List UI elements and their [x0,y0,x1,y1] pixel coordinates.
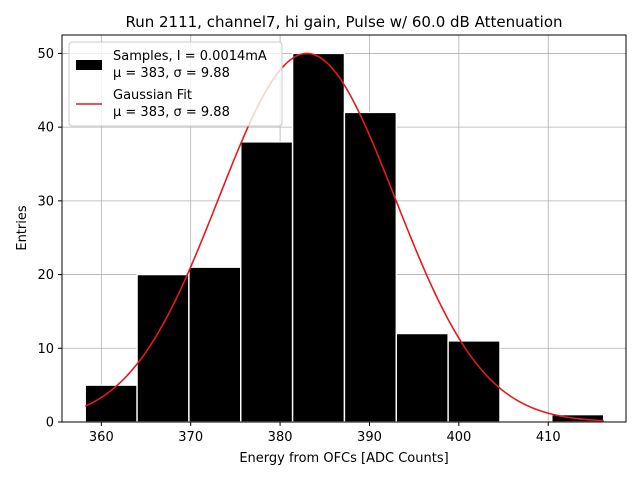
y-axis: 0 10 20 30 40 50 [37,47,62,431]
histogram-bar-1 [136,273,190,423]
x-tick-label-2: 380 [268,430,293,445]
histogram-bar-2 [188,266,242,423]
y-tick-label-3: 30 [37,194,54,209]
y-axis-label: Entries [15,205,30,251]
legend-swatch-samples [76,60,102,70]
histogram-bar-5 [343,111,397,423]
y-tick-label-1: 10 [37,342,54,357]
y-tick-label-0: 0 [46,416,54,431]
chart-title: Run 2111, channel7, hi gain, Pulse w/ 60… [125,13,562,31]
legend-box [68,41,283,127]
legend-stats-fit: μ = 383, σ = 9.88 [113,105,230,120]
legend-label-fit: Gaussian Fit [113,88,192,103]
histogram-bar-3 [240,141,294,423]
x-tick-label-3: 390 [357,430,382,445]
x-axis: 360 370 380 390 400 410 [89,422,561,445]
x-tick-label-0: 360 [89,430,114,445]
x-tick-label-5: 410 [536,430,561,445]
y-tick-label-2: 20 [37,268,54,283]
y-tick-label-5: 50 [37,47,54,62]
legend-stats-samples: μ = 383, σ = 9.88 [113,66,230,81]
legend: Samples, I = 0.0014mA μ = 383, σ = 9.88 … [68,41,283,127]
y-tick-label-4: 40 [37,121,54,136]
plot-frame [61,34,627,423]
x-tick-label-1: 370 [178,430,203,445]
histogram-bar-4 [291,52,346,423]
gaussian-fit [84,52,604,422]
x-tick-label-4: 400 [446,430,471,445]
histogram-bar-6 [395,332,449,423]
legend-label-samples: Samples, I = 0.0014mA [113,49,267,64]
x-axis-label: Energy from OFCs [ADC Counts] [239,451,448,466]
gaussian-fit-line [84,52,604,422]
